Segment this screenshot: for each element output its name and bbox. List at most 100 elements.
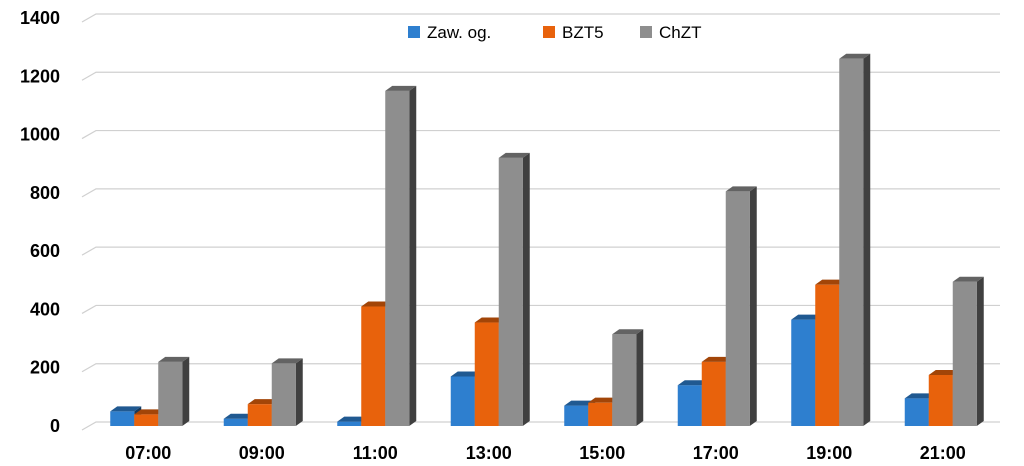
bar-chzt-1100	[385, 85, 417, 426]
bar-top	[952, 276, 984, 282]
bar-top	[564, 400, 596, 406]
legend-label: BZT5	[562, 23, 604, 42]
bar-top	[134, 409, 166, 415]
x-tick-label: 11:00	[353, 443, 398, 463]
x-tick-label: 19:00	[806, 443, 852, 463]
gridline	[81, 129, 1000, 140]
y-tick-label: 600	[30, 241, 60, 261]
gridline	[81, 246, 1000, 256]
bar-top	[677, 380, 709, 386]
bar-side	[636, 329, 644, 426]
bar-top	[498, 152, 530, 158]
bar-front	[337, 421, 362, 426]
y-tick-label: 1400	[20, 8, 60, 28]
y-tick-label: 800	[30, 183, 60, 203]
x-tick-label: 13:00	[466, 443, 512, 463]
bar-chzt-0700	[158, 356, 190, 426]
bar-top	[725, 186, 757, 192]
y-tick-label: 200	[30, 358, 60, 378]
bar-front	[564, 405, 589, 426]
bar-top	[904, 393, 936, 399]
gridline	[81, 363, 1000, 373]
bar-front	[110, 411, 135, 426]
legend-label: ChZT	[659, 23, 702, 42]
legend-swatch	[408, 26, 420, 38]
x-tick-label: 09:00	[239, 443, 285, 463]
bar-front	[158, 361, 183, 426]
bar-front	[474, 322, 499, 426]
bar-side	[295, 358, 303, 426]
bar-front	[450, 376, 475, 426]
bar-front	[385, 90, 410, 426]
bar-top	[588, 397, 620, 403]
bar-side	[749, 186, 757, 426]
bar-front	[588, 402, 613, 426]
bar-chzt-2100	[952, 276, 984, 426]
x-tick-label: 17:00	[693, 443, 739, 463]
bar-chzt-1900	[839, 53, 871, 427]
gridline	[81, 71, 1000, 81]
bar-front	[839, 58, 864, 427]
bar-front	[815, 284, 840, 426]
y-axis-tick-labels: 0 200 400 600 800 1000 1200 1400	[20, 8, 60, 436]
bar-top	[337, 416, 369, 422]
legend-swatch	[640, 26, 652, 38]
gridline	[81, 188, 1000, 198]
x-axis-tick-labels: 07:00 09:00 11:00 13:00 15:00 17:00 19:00 21:00	[125, 443, 966, 463]
bar-front	[247, 404, 272, 426]
bar-side	[976, 276, 984, 426]
legend-label: Zaw. og.	[427, 23, 491, 42]
bar-top	[361, 301, 393, 307]
bar-top	[158, 356, 190, 362]
x-tick-label: 15:00	[579, 443, 625, 463]
bar-top	[815, 279, 847, 285]
grid-lines	[81, 13, 1000, 431]
y-tick-label: 0	[50, 416, 60, 436]
bar-chzt-1500	[612, 329, 644, 426]
bar-front	[271, 363, 296, 426]
bar-top	[474, 317, 506, 323]
bar-top	[223, 413, 255, 419]
bar-top	[271, 358, 303, 364]
bar-side	[522, 152, 530, 426]
y-tick-label: 1000	[20, 125, 60, 145]
y-tick-label: 400	[30, 299, 60, 319]
bar-chzt-1700	[725, 186, 757, 426]
legend-swatch	[543, 26, 555, 38]
legend: Zaw. og. BZT5 ChZT	[408, 23, 702, 42]
bar-front	[904, 398, 929, 426]
bar-side	[182, 356, 190, 426]
bar-side	[409, 85, 417, 426]
bar-front	[361, 306, 386, 426]
bar-front	[952, 281, 977, 426]
bar-front	[791, 319, 816, 426]
bar-top	[928, 370, 960, 375]
bar-top	[839, 53, 871, 59]
bar-top	[450, 371, 482, 377]
gridline	[81, 304, 1000, 314]
bar-front	[701, 361, 726, 426]
bar-top	[110, 406, 142, 412]
bar-front	[134, 414, 159, 426]
bar-zaw-og--1900	[791, 314, 823, 426]
bar-front	[928, 375, 953, 426]
bar-front	[498, 157, 523, 426]
bar-top	[701, 356, 733, 362]
y-tick-label: 1200	[20, 66, 60, 86]
bar-chzt-0900	[271, 358, 303, 426]
bar-top	[791, 314, 823, 320]
bar-side	[863, 53, 871, 427]
bar-front	[725, 191, 750, 426]
gridline	[81, 13, 1000, 23]
bar-top	[612, 329, 644, 335]
x-tick-label: 21:00	[920, 443, 966, 463]
bar-front	[677, 385, 702, 426]
bars	[110, 53, 984, 427]
bar-top	[247, 399, 279, 405]
bar-chzt-1300	[498, 152, 530, 426]
bar-top	[385, 85, 417, 91]
x-tick-label: 07:00	[125, 443, 171, 463]
bar-front	[612, 334, 637, 426]
bar-front	[223, 418, 248, 426]
